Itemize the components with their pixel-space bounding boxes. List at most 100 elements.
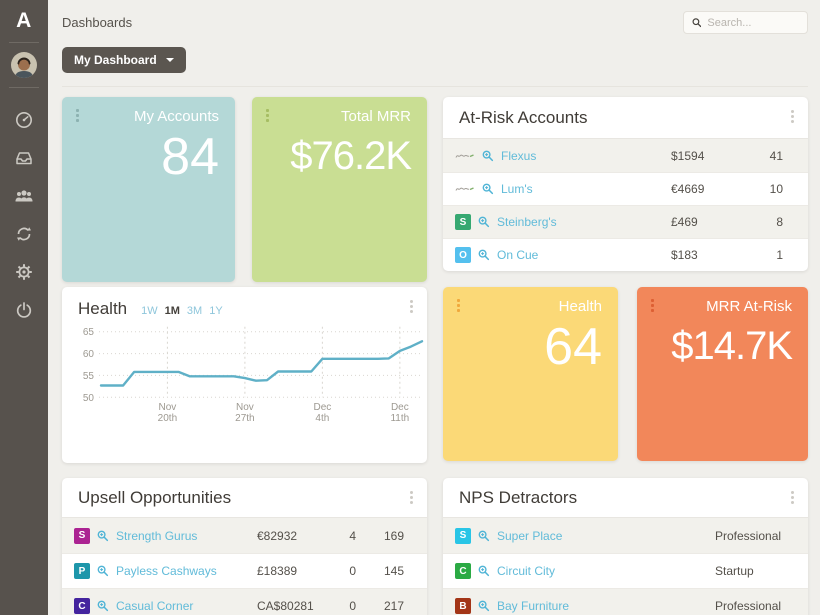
stat-card-value: $14.7K bbox=[671, 324, 793, 368]
zoom-in-icon[interactable] bbox=[97, 530, 109, 542]
tab-1m[interactable]: 1M bbox=[164, 305, 180, 317]
svg-text:55: 55 bbox=[83, 371, 95, 382]
account-logo bbox=[455, 152, 475, 160]
tab-1w[interactable]: 1W bbox=[141, 305, 158, 317]
account-col3: 217 bbox=[383, 599, 404, 613]
account-avatar: C bbox=[74, 598, 90, 614]
account-count: 8 bbox=[776, 215, 783, 229]
table-row: C Circuit City Startup bbox=[443, 553, 808, 588]
drag-handle-icon[interactable] bbox=[651, 299, 654, 312]
account-avatar: S bbox=[455, 214, 471, 230]
customers-icon[interactable] bbox=[15, 187, 33, 205]
account-value: €82932 bbox=[257, 528, 298, 543]
zoom-in-icon[interactable] bbox=[478, 530, 490, 542]
zoom-in-icon[interactable] bbox=[478, 565, 490, 577]
account-mrr: €4669 bbox=[671, 182, 705, 196]
user-avatar[interactable] bbox=[11, 52, 37, 78]
inbox-icon[interactable] bbox=[15, 149, 33, 167]
power-icon[interactable] bbox=[15, 301, 33, 319]
stat-card-title: My Accounts bbox=[133, 108, 219, 125]
table-row: P Payless Cashways £18389 0 145 bbox=[62, 553, 427, 588]
card-title: NPS Detractors bbox=[443, 478, 808, 518]
zoom-in-icon[interactable] bbox=[97, 600, 109, 612]
account-avatar: B bbox=[455, 598, 471, 614]
drag-handle-icon[interactable] bbox=[266, 109, 269, 122]
account-col2: 0 bbox=[349, 564, 356, 578]
account-link[interactable]: Strength Gurus bbox=[116, 528, 198, 543]
search-input[interactable] bbox=[707, 16, 799, 29]
page-title: Dashboards bbox=[62, 15, 133, 30]
account-mrr: $183 bbox=[671, 248, 698, 262]
card-menu-icon[interactable] bbox=[789, 108, 796, 125]
card-title: At-Risk Accounts bbox=[443, 97, 808, 139]
zoom-in-icon[interactable] bbox=[482, 183, 494, 195]
card-menu-icon[interactable] bbox=[408, 298, 415, 315]
account-link[interactable]: On Cue bbox=[497, 248, 539, 262]
account-count: 10 bbox=[769, 182, 783, 196]
sync-icon[interactable] bbox=[15, 225, 33, 243]
dashboard-icon[interactable] bbox=[15, 111, 33, 129]
svg-text:4th: 4th bbox=[315, 413, 329, 424]
stat-card-title: Health bbox=[558, 298, 602, 315]
account-value: CA$80281 bbox=[257, 599, 314, 613]
zoom-in-icon[interactable] bbox=[478, 600, 490, 612]
divider bbox=[9, 87, 39, 88]
dashboard-selector-label: My Dashboard bbox=[74, 53, 157, 67]
table-row: Flexus $1594 41 bbox=[443, 139, 808, 172]
dashboard-selector-button[interactable]: My Dashboard bbox=[62, 47, 186, 73]
account-value: £18389 bbox=[257, 564, 298, 578]
table-row: S Super Place Professional bbox=[443, 518, 808, 553]
divider bbox=[62, 86, 808, 87]
account-avatar: O bbox=[455, 247, 471, 263]
health-chart-card: Health 1W 1M 3M 1Y 50 55 60 65 Nov 20th Nov 27t… bbox=[62, 287, 427, 463]
svg-text:65: 65 bbox=[83, 327, 95, 338]
search-box bbox=[683, 11, 808, 34]
table-row: C Casual Corner CA$80281 0 217 bbox=[62, 588, 427, 615]
account-link[interactable]: Flexus bbox=[501, 148, 537, 163]
account-link[interactable]: Bay Furniture bbox=[497, 599, 570, 613]
svg-text:Nov: Nov bbox=[236, 402, 254, 413]
account-link[interactable]: Lum's bbox=[501, 182, 533, 196]
account-mrr: $1594 bbox=[671, 148, 705, 163]
table-row: S Strength Gurus €82932 4 169 bbox=[62, 518, 427, 553]
account-link[interactable]: Super Place bbox=[497, 528, 563, 543]
account-link[interactable]: Payless Cashways bbox=[116, 564, 217, 578]
svg-text:50: 50 bbox=[83, 393, 95, 404]
stat-card-value: 84 bbox=[161, 128, 219, 186]
account-mrr: £469 bbox=[671, 215, 698, 229]
account-plan: Professional bbox=[715, 528, 782, 543]
zoom-in-icon[interactable] bbox=[478, 249, 490, 261]
zoom-in-icon[interactable] bbox=[482, 150, 494, 162]
account-logo bbox=[455, 185, 475, 193]
tab-1y[interactable]: 1Y bbox=[209, 305, 223, 317]
account-col2: 4 bbox=[349, 528, 356, 543]
stat-card-value: $76.2K bbox=[290, 134, 412, 178]
stat-card-total-mrr: Total MRR $76.2K bbox=[252, 97, 427, 282]
zoom-in-icon[interactable] bbox=[478, 216, 490, 228]
card-menu-icon[interactable] bbox=[408, 489, 415, 506]
drag-handle-icon[interactable] bbox=[457, 299, 460, 312]
svg-text:11th: 11th bbox=[390, 413, 409, 424]
upsell-opportunities-card: Upsell Opportunities S Strength Gurus €8… bbox=[62, 478, 427, 615]
drag-handle-icon[interactable] bbox=[76, 109, 79, 122]
account-link[interactable]: Casual Corner bbox=[116, 599, 194, 613]
sidebar-nav bbox=[0, 111, 48, 319]
svg-text:Nov: Nov bbox=[159, 402, 177, 413]
account-count: 41 bbox=[769, 148, 783, 163]
svg-text:20th: 20th bbox=[158, 413, 177, 424]
stat-card-title: MRR At-Risk bbox=[706, 298, 792, 315]
table-row: B Bay Furniture Professional bbox=[443, 588, 808, 615]
card-menu-icon[interactable] bbox=[789, 489, 796, 506]
tab-3m[interactable]: 3M bbox=[186, 305, 203, 317]
card-title: Upsell Opportunities bbox=[62, 478, 427, 518]
app-logo[interactable]: A bbox=[16, 9, 32, 32]
zoom-in-icon[interactable] bbox=[97, 565, 109, 577]
settings-gear-icon[interactable] bbox=[15, 263, 33, 281]
chevron-down-icon bbox=[165, 58, 174, 62]
svg-text:Dec: Dec bbox=[391, 402, 409, 413]
account-link[interactable]: Steinberg's bbox=[497, 215, 557, 229]
account-link[interactable]: Circuit City bbox=[497, 564, 556, 578]
account-avatar: S bbox=[74, 527, 90, 544]
stat-card-value: 64 bbox=[544, 318, 602, 376]
account-col3: 169 bbox=[383, 528, 404, 543]
